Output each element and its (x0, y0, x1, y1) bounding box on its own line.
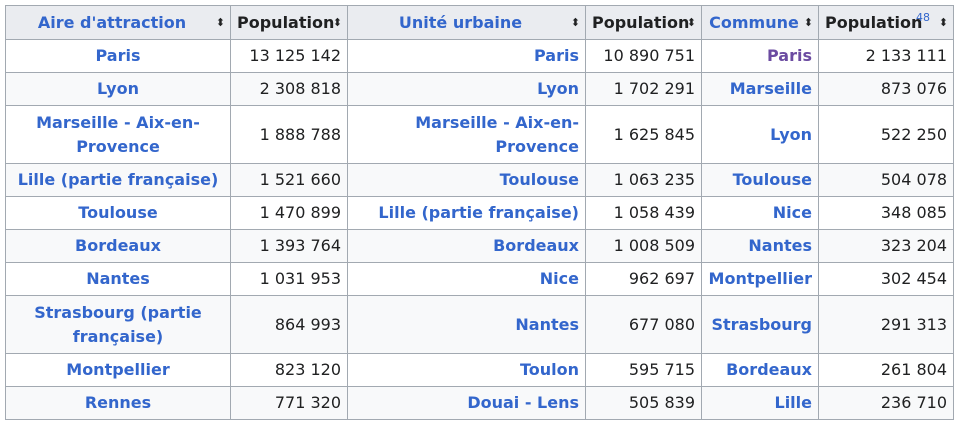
population-value: 677 080 (585, 295, 702, 354)
header-label: Commune (709, 12, 799, 32)
table-row: Rennes 771 320 Douai - Lens 505 839 Lill… (5, 386, 954, 420)
table-row: Lyon 2 308 818 Lyon 1 702 291 Marseille … (5, 72, 954, 106)
aire-link[interactable]: Montpellier (5, 353, 231, 387)
header-aire-attraction[interactable]: Aire d'attraction ⬍ (5, 5, 231, 40)
unite-link[interactable]: Marseille - Aix-en-Provence (347, 105, 586, 164)
table-row: Montpellier 823 120 Toulon 595 715 Borde… (5, 353, 954, 387)
commune-link[interactable]: Paris (701, 39, 819, 73)
population-value: 504 078 (818, 163, 954, 197)
commune-link[interactable]: Lyon (701, 105, 819, 164)
unite-link[interactable]: Douai - Lens (347, 386, 586, 420)
commune-link[interactable]: Toulouse (701, 163, 819, 197)
aire-link[interactable]: Lyon (5, 72, 231, 106)
population-value: 348 085 (818, 196, 954, 230)
header-label: Population (825, 12, 923, 32)
population-value: 505 839 (585, 386, 702, 420)
footnote-link[interactable]: 48 (916, 11, 930, 24)
header-commune[interactable]: Commune ⬍ (701, 5, 819, 40)
population-value: 2 308 818 (230, 72, 348, 106)
aire-link[interactable]: Rennes (5, 386, 231, 420)
commune-link[interactable]: Marseille (701, 72, 819, 106)
table-row: Paris 13 125 142 Paris 10 890 751 Paris … (5, 39, 954, 73)
commune-link[interactable]: Strasbourg (701, 295, 819, 354)
table-row: Nantes 1 031 953 Nice 962 697 Montpellie… (5, 262, 954, 296)
unite-link[interactable]: Lyon (347, 72, 586, 106)
aire-link-line: Strasbourg (partie (34, 302, 202, 322)
population-value: 323 204 (818, 229, 954, 263)
population-table: Aire d'attraction ⬍ Population ⬍ Unité urb… (5, 5, 954, 420)
sort-icon[interactable]: ⬍ (215, 15, 225, 29)
unite-link[interactable]: Lille (partie française) (347, 196, 586, 230)
unite-link[interactable]: Toulon (347, 353, 586, 387)
table-row: Toulouse 1 470 899 Lille (partie françai… (5, 196, 954, 230)
unite-link[interactable]: Bordeaux (347, 229, 586, 263)
population-value: 236 710 (818, 386, 954, 420)
population-value: 522 250 (818, 105, 954, 164)
population-value: 1 393 764 (230, 229, 348, 263)
header-label: Population (592, 12, 690, 32)
header-population-unite[interactable]: Population ⬍ (585, 5, 702, 40)
commune-link[interactable]: Nantes (701, 229, 819, 263)
table-row: Lille (partie française) 1 521 660 Toulo… (5, 163, 954, 197)
population-value: 13 125 142 (230, 39, 348, 73)
population-value: 1 888 788 (230, 105, 348, 164)
commune-link[interactable]: Bordeaux (701, 353, 819, 387)
population-value: 10 890 751 (585, 39, 702, 73)
table-row: Bordeaux 1 393 764 Bordeaux 1 008 509 Na… (5, 229, 954, 263)
population-value: 864 993 (230, 295, 348, 354)
population-value: 771 320 (230, 386, 348, 420)
header-population-aire[interactable]: Population ⬍ (230, 5, 348, 40)
population-value: 1 521 660 (230, 163, 348, 197)
sort-icon[interactable]: ⬍ (803, 15, 813, 29)
aire-link-line: Marseille - Aix-en- (36, 112, 200, 132)
aire-link[interactable]: Lille (partie française) (5, 163, 231, 197)
sort-icon[interactable]: ⬍ (332, 15, 342, 29)
unite-link[interactable]: Toulouse (347, 163, 586, 197)
unite-link[interactable]: Nantes (347, 295, 586, 354)
header-label: Unité urbaine (398, 12, 523, 32)
aire-link[interactable]: Strasbourg (partie française) (5, 295, 231, 354)
aire-link[interactable]: Bordeaux (5, 229, 231, 263)
commune-link[interactable]: Montpellier (701, 262, 819, 296)
population-value: 1 058 439 (585, 196, 702, 230)
header-population-commune[interactable]: Population 48 ⬍ (818, 5, 954, 40)
aire-link[interactable]: Nantes (5, 262, 231, 296)
population-value: 261 804 (818, 353, 954, 387)
table-row: Strasbourg (partie française) 864 993 Nan… (5, 295, 954, 354)
population-value: 962 697 (585, 262, 702, 296)
sort-icon[interactable]: ⬍ (686, 15, 696, 29)
header-row: Aire d'attraction ⬍ Population ⬍ Unité urb… (5, 5, 954, 40)
population-value: 1 702 291 (585, 72, 702, 106)
commune-link[interactable]: Nice (701, 196, 819, 230)
population-value: 1 008 509 (585, 229, 702, 263)
unite-link[interactable]: Paris (347, 39, 586, 73)
aire-link[interactable]: Toulouse (5, 196, 231, 230)
population-value: 873 076 (818, 72, 954, 106)
population-value: 1 031 953 (230, 262, 348, 296)
header-label: Aire d'attraction (37, 12, 187, 32)
aire-link-line: Provence (76, 136, 160, 156)
population-value: 291 313 (818, 295, 954, 354)
population-value: 595 715 (585, 353, 702, 387)
population-value: 1 470 899 (230, 196, 348, 230)
aire-link[interactable]: Marseille - Aix-en- Provence (5, 105, 231, 164)
unite-link[interactable]: Nice (347, 262, 586, 296)
header-label: Population (237, 12, 335, 32)
commune-link[interactable]: Lille (701, 386, 819, 420)
table-row: Marseille - Aix-en- Provence 1 888 788 Ma… (5, 105, 954, 164)
population-value: 1 625 845 (585, 105, 702, 164)
population-value: 302 454 (818, 262, 954, 296)
population-value: 823 120 (230, 353, 348, 387)
population-value: 1 063 235 (585, 163, 702, 197)
population-value: 2 133 111 (818, 39, 954, 73)
aire-link-line: française) (72, 326, 164, 346)
header-unite-urbaine[interactable]: Unité urbaine ⬍ (347, 5, 586, 40)
aire-link[interactable]: Paris (5, 39, 231, 73)
sort-icon[interactable]: ⬍ (938, 15, 948, 29)
sort-icon[interactable]: ⬍ (570, 15, 580, 29)
